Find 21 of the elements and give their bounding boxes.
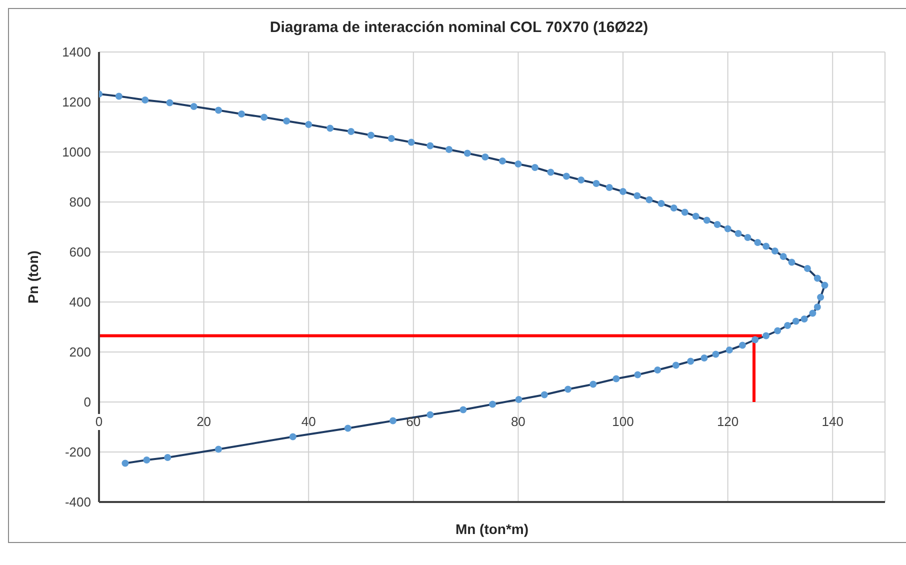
x-tick-label: 0 [95,414,103,429]
y-tick-label: 1000 [62,144,91,160]
y-tick-label: 800 [69,194,91,210]
x-tick-label: 20 [196,414,212,429]
x-axis-title: Mn (ton*m) [455,521,529,537]
y-tick-label: -200 [64,444,91,460]
x-tick-label: 140 [822,414,844,429]
y-tick-label: 200 [69,344,91,360]
y-tick-label: 1400 [62,44,91,60]
chart-title: Diagrama de interacción nominal COL 70X70 (16Ø22) [268,18,650,38]
y-tick-label: 400 [69,294,91,310]
x-tick-label: 40 [301,414,316,429]
y-tick-label: 0 [84,394,91,410]
y-tick-label: 1200 [62,94,91,110]
y-axis-title: Pn (ton) [24,250,41,304]
x-tick-label: 80 [510,414,526,429]
x-tick-label: 120 [716,414,739,429]
x-tick-label: 100 [612,414,634,429]
y-tick-label: 600 [69,244,91,260]
x-tick-label: 60 [406,414,421,429]
y-tick-label: -400 [64,494,91,510]
